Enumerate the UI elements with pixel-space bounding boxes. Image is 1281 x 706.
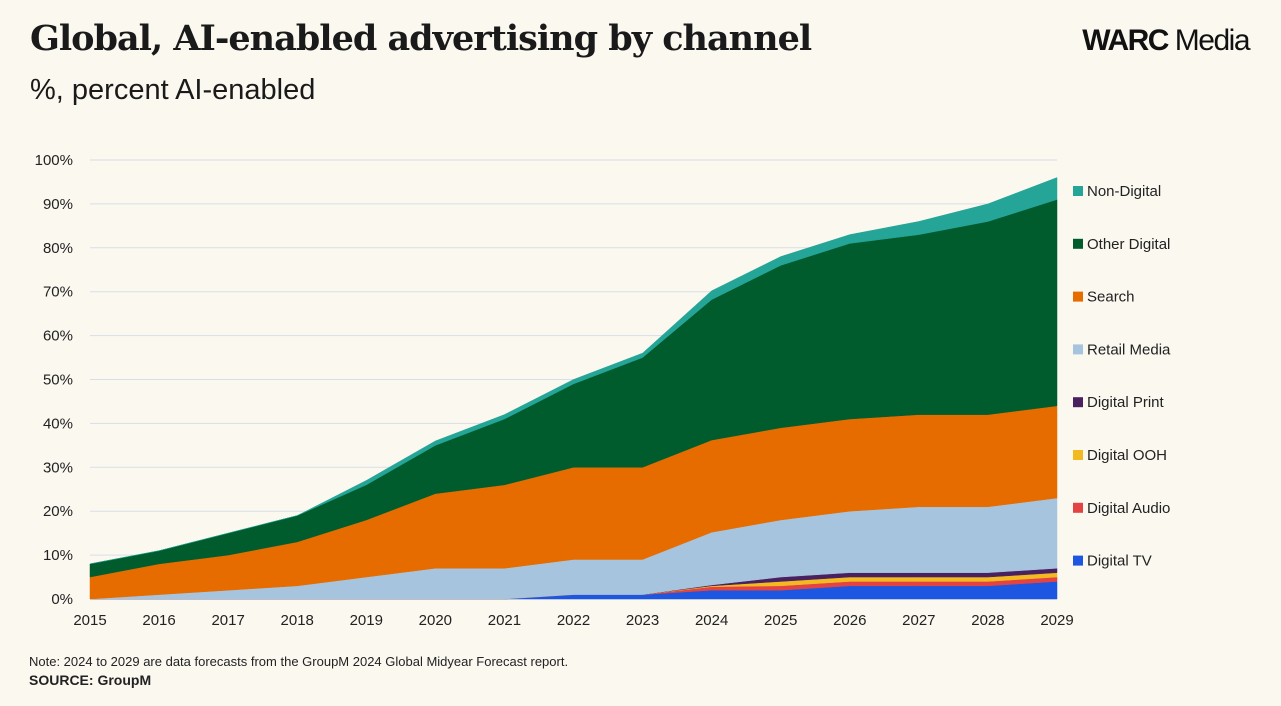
x-tick-label: 2023 <box>626 612 659 629</box>
x-tick-label: 2015 <box>73 612 106 629</box>
logo-bold-text: WARC <box>1082 24 1169 57</box>
chart-title: Global, AI-enabled advertising by channe… <box>30 18 812 59</box>
y-axis: 0% 10% 20% 30% 40% 50% 60% 70% 80% 90% 100% <box>35 152 73 608</box>
legend-swatch-digital-audio <box>1073 502 1083 513</box>
y-tick-label: 100% <box>35 152 73 169</box>
legend-label-digital-ooh: Digital OOH <box>1087 447 1167 464</box>
y-tick-label: 60% <box>43 328 73 345</box>
legend-label-digital-print: Digital Print <box>1087 394 1165 411</box>
x-tick-label: 2024 <box>695 612 728 629</box>
area-series <box>89 177 1058 600</box>
x-tick-label: 2021 <box>488 612 521 629</box>
warc-media-logo: WARC Media <box>1082 24 1251 58</box>
x-axis: 2015 2016 2017 2018 2019 2020 2021 2022 2023 2024… <box>73 612 1073 629</box>
y-tick-label: 70% <box>43 284 73 301</box>
legend-swatch-non-digital <box>1073 186 1083 196</box>
y-tick-label: 20% <box>43 503 73 520</box>
area-non-digital <box>89 177 1058 565</box>
y-tick-label: 80% <box>43 240 73 257</box>
legend-swatch-retail-media <box>1073 344 1083 355</box>
x-tick-label: 2026 <box>833 612 866 629</box>
legend-label-digital-audio: Digital Audio <box>1087 500 1170 517</box>
x-tick-label: 2028 <box>971 612 1004 629</box>
x-tick-label: 2027 <box>902 612 935 629</box>
y-tick-label: 40% <box>43 415 73 432</box>
legend-label-retail-media: Retail Media <box>1087 341 1171 358</box>
x-tick-label: 2019 <box>350 612 383 629</box>
y-tick-label: 10% <box>43 547 73 564</box>
footnote: Note: 2024 to 2029 are data forecasts fr… <box>29 654 569 669</box>
x-tick-label: 2018 <box>281 612 314 629</box>
logo-light-text: Media <box>1167 24 1251 57</box>
x-tick-label: 2016 <box>142 612 175 629</box>
legend: Non-Digital Other Digital Search Retail Med… <box>1073 183 1171 570</box>
legend-label-search: Search <box>1087 289 1135 306</box>
x-tick-label: 2022 <box>557 612 590 629</box>
y-tick-label: 50% <box>43 372 73 389</box>
x-tick-label: 2017 <box>211 612 244 629</box>
y-tick-label: 0% <box>51 591 73 608</box>
legend-swatch-digital-tv <box>1073 555 1083 566</box>
y-tick-label: 30% <box>43 459 73 476</box>
legend-swatch-digital-ooh <box>1073 450 1083 460</box>
legend-swatch-other-digital <box>1073 238 1083 249</box>
legend-swatch-search <box>1073 291 1083 302</box>
legend-swatch-digital-print <box>1073 397 1083 408</box>
source-line: SOURCE: GroupM <box>29 672 152 688</box>
legend-label-digital-tv: Digital TV <box>1087 553 1152 570</box>
x-tick-label: 2020 <box>419 612 452 629</box>
x-tick-label: 2029 <box>1040 612 1073 629</box>
legend-label-non-digital: Non-Digital <box>1087 183 1161 200</box>
y-tick-label: 90% <box>43 196 73 213</box>
x-tick-label: 2025 <box>764 612 797 629</box>
legend-label-other-digital: Other Digital <box>1087 236 1170 253</box>
chart-subtitle: %, percent AI-enabled <box>30 74 316 106</box>
